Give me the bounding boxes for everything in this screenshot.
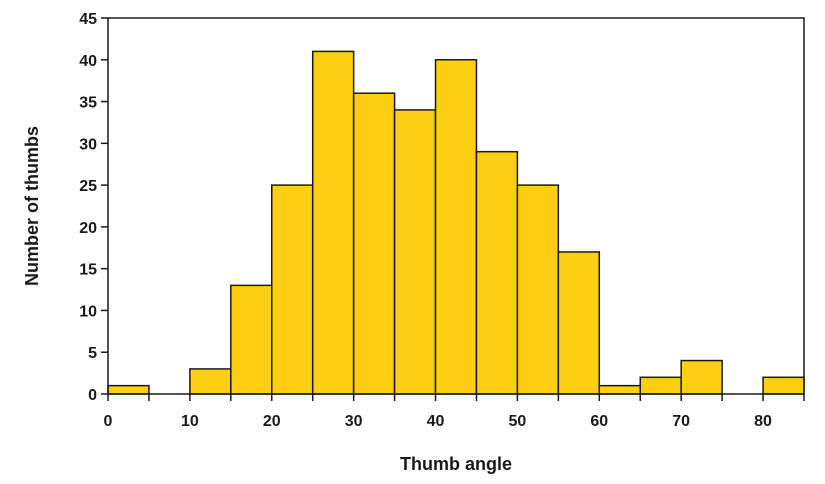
y-tick-label: 35 bbox=[79, 95, 97, 112]
y-tick-label: 5 bbox=[88, 345, 97, 362]
x-axis: 0 10 20 30 40 50 60 70 80 bbox=[104, 394, 805, 430]
histogram-bar bbox=[271, 184, 314, 395]
histogram-bar bbox=[598, 384, 641, 395]
y-tick-label: 40 bbox=[79, 53, 97, 70]
x-tick-label: 40 bbox=[427, 413, 445, 430]
histogram-bar bbox=[475, 150, 519, 395]
x-tick-label: 30 bbox=[345, 413, 363, 430]
y-tick-label: 25 bbox=[79, 178, 97, 195]
histogram-bar bbox=[516, 184, 560, 395]
y-tick-label: 20 bbox=[79, 220, 97, 237]
histogram-bar bbox=[639, 376, 682, 395]
x-tick-label: 80 bbox=[754, 413, 772, 430]
y-tick-label: 10 bbox=[79, 303, 97, 320]
y-axis: 0 5 10 15 20 25 30 35 40 45 bbox=[79, 11, 108, 404]
histogram-bar bbox=[393, 109, 437, 395]
plot-frame bbox=[107, 17, 805, 395]
histogram-bar bbox=[557, 251, 601, 395]
x-axis-title: Thumb angle bbox=[400, 454, 512, 474]
y-tick-label: 0 bbox=[88, 387, 97, 404]
histogram-bar bbox=[311, 50, 355, 395]
y-axis-title: Number of thumbs bbox=[22, 126, 42, 286]
x-tick-label: 70 bbox=[672, 413, 690, 430]
y-tick-label: 15 bbox=[79, 262, 97, 279]
histogram-bar bbox=[107, 384, 150, 395]
x-tick-label: 0 bbox=[104, 413, 113, 430]
histogram-bar bbox=[230, 284, 273, 395]
bars-group bbox=[107, 50, 805, 395]
histogram-bar bbox=[434, 59, 478, 395]
histogram-bar bbox=[762, 376, 805, 395]
y-tick-label: 45 bbox=[79, 11, 97, 28]
x-tick-label: 10 bbox=[181, 413, 199, 430]
x-tick-label: 20 bbox=[263, 413, 281, 430]
histogram-bar bbox=[189, 368, 232, 395]
histogram-bar bbox=[352, 92, 396, 395]
y-tick-label: 30 bbox=[79, 136, 97, 153]
x-tick-label: 50 bbox=[509, 413, 527, 430]
histogram-bar bbox=[680, 359, 723, 395]
x-tick-label: 60 bbox=[590, 413, 608, 430]
